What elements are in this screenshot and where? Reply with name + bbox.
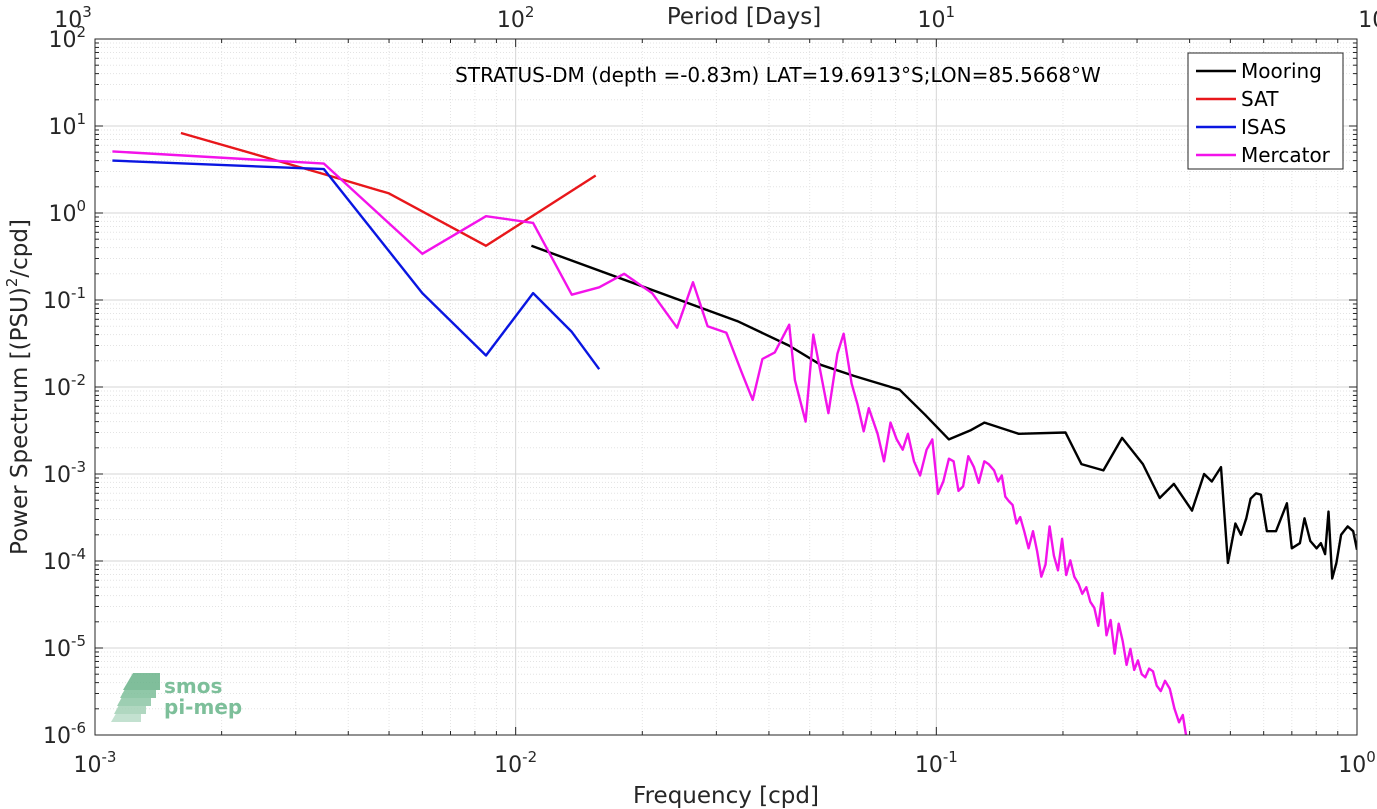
- x-tick-label-base: 10: [74, 753, 102, 778]
- x2-tick-label-base: 10: [497, 8, 525, 33]
- x-axis-label: Frequency [cpd]: [633, 783, 819, 809]
- y-tick-label-exponent: -5: [71, 632, 86, 650]
- x-tick-label: 10-1: [915, 748, 958, 778]
- x2-tick-label-base: 10: [54, 8, 82, 33]
- y-tick-label-base: 10: [48, 202, 76, 227]
- x2-tick-label-exponent: 1: [946, 3, 956, 21]
- y-tick-label: 100: [48, 197, 86, 227]
- tick-marks: [94, 38, 1358, 736]
- x-tick-label-exponent: 0: [1366, 748, 1376, 766]
- smos-pi-mep-logo: smos pi-mep: [111, 673, 242, 722]
- y-tick-label: 10-6: [43, 719, 86, 749]
- y-tick-label-base: 10: [43, 463, 71, 488]
- y-axis-label-tail: /cpd]: [7, 219, 33, 278]
- legend-box: [1187, 52, 1344, 170]
- series-line-mooring: [530, 244, 1357, 580]
- y-tick-label-exponent: -1: [71, 284, 86, 302]
- legend-label-sat: SAT: [1241, 87, 1279, 111]
- y-axis-label-exponent: 2: [3, 278, 21, 288]
- logo-text-pi-mep: pi-mep: [164, 695, 242, 719]
- y-tick-label: 10-1: [43, 284, 86, 314]
- x-tick-label-exponent: -2: [522, 748, 537, 766]
- series-layer: [112, 131, 1357, 735]
- legend-label-mercator: Mercator: [1241, 143, 1331, 167]
- logo-text-smos: smos: [164, 674, 222, 698]
- y-tick-label-base: 10: [43, 637, 71, 662]
- y-axis-label-main: Power Spectrum [(PSU): [7, 287, 33, 555]
- x2-tick-label-exponent: 3: [82, 3, 92, 21]
- logo-mark-icon: [111, 673, 160, 722]
- x2-tick-label: 101: [918, 3, 956, 33]
- y-tick-label: 102: [48, 23, 86, 53]
- legend-label-mooring: Mooring: [1241, 59, 1322, 83]
- x-tick-label-base: 10: [915, 753, 943, 778]
- y-tick-label: 10-2: [43, 371, 86, 401]
- y-tick-label-exponent: -4: [71, 545, 86, 563]
- series-line-isas: [112, 159, 601, 370]
- x2-axis-label: Period [Days]: [667, 4, 821, 30]
- y-tick-label-base: 10: [48, 28, 76, 53]
- series-line-mercator: [112, 150, 1188, 735]
- y-tick-label-exponent: 2: [76, 23, 86, 41]
- minor-grid: [95, 39, 1357, 735]
- y-tick-label-exponent: 0: [76, 197, 86, 215]
- tick-labels: 10-310-210-110010310210110010-610-510-41…: [43, 3, 1377, 778]
- y-tick-label-base: 10: [48, 115, 76, 140]
- x2-tick-label-exponent: 2: [525, 3, 535, 21]
- x-tick-label: 100: [1338, 748, 1376, 778]
- y-axis-label: Power Spectrum [(PSU)2/cpd]: [3, 219, 33, 555]
- x-tick-label-base: 10: [494, 753, 522, 778]
- y-tick-label-base: 10: [43, 289, 71, 314]
- y-tick-label-exponent: -3: [71, 458, 86, 476]
- x-tick-label-base: 10: [1338, 753, 1366, 778]
- y-tick-label: 10-3: [43, 458, 86, 488]
- x2-tick-label-base: 10: [918, 8, 946, 33]
- x-tick-label: 10-2: [494, 748, 537, 778]
- legend: Mooring SAT ISAS Mercator: [1187, 52, 1344, 170]
- legend-label-isas: ISAS: [1241, 115, 1286, 139]
- x2-tick-label: 100: [1358, 3, 1377, 33]
- x2-tick-label: 103: [54, 3, 92, 33]
- y-tick-label-base: 10: [43, 724, 71, 749]
- x2-tick-label-base: 10: [1358, 8, 1377, 33]
- y-tick-label-base: 10: [43, 376, 71, 401]
- x-tick-label: 10-3: [74, 748, 117, 778]
- y-tick-label-exponent: 1: [76, 110, 86, 128]
- x-tick-label-exponent: -1: [943, 748, 958, 766]
- y-tick-label-exponent: -6: [71, 719, 86, 737]
- y-tick-label-exponent: -2: [71, 371, 86, 389]
- y-tick-label: 101: [48, 110, 86, 140]
- x2-tick-label: 102: [497, 3, 535, 33]
- y-tick-label: 10-5: [43, 632, 86, 662]
- y-tick-label-base: 10: [43, 550, 71, 575]
- chart-title: STRATUS-DM (depth =-0.83m) LAT=19.6913°S…: [455, 63, 1101, 87]
- x-tick-label-exponent: -3: [102, 748, 117, 766]
- y-tick-label: 10-4: [43, 545, 86, 575]
